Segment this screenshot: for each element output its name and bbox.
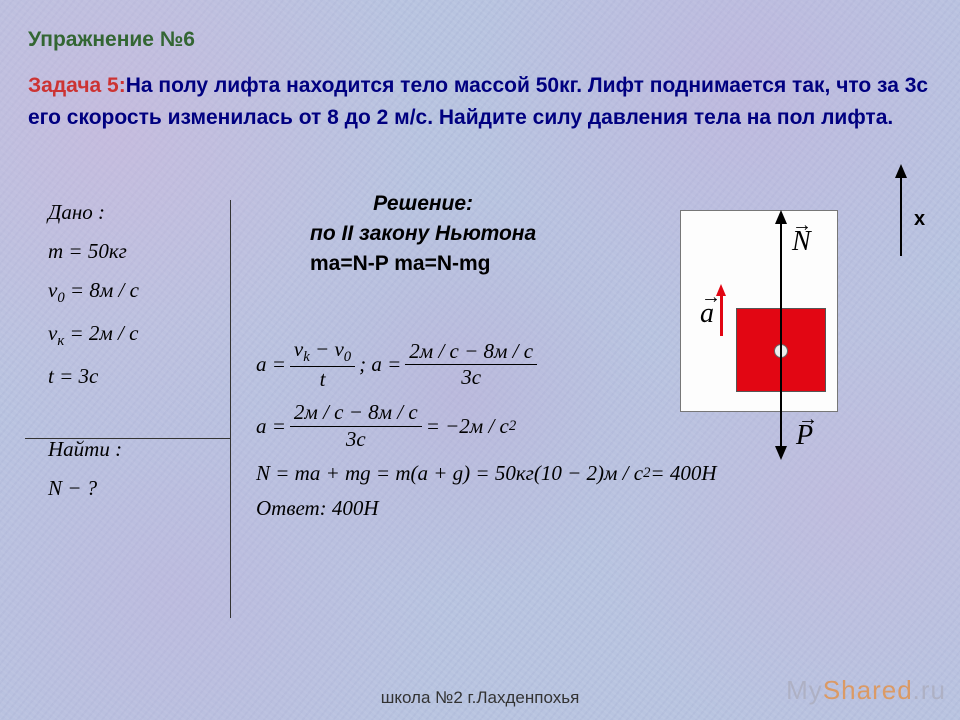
vk-sym: v	[48, 321, 57, 345]
calc-a-value: a = 2м / с − 8м / с 3с = −2м / с2	[256, 401, 717, 450]
N-vector-line	[780, 222, 782, 352]
N-line: N = ma + mg = m(a + g) = 50кг(10 − 2)м /…	[256, 461, 643, 486]
solution-equations: ma=N-P ma=N-mg	[310, 252, 536, 276]
minv0: − v	[310, 337, 344, 361]
given-vk: vк = 2м / с	[48, 321, 139, 350]
frac-a-num2: 2м / с − 8м / с 3с	[405, 340, 537, 389]
N-vector-head	[775, 210, 787, 224]
x-axis-head	[895, 164, 907, 178]
vk-val: = 2м / с	[64, 321, 138, 345]
solution-law: по II закону Ньютона	[310, 222, 536, 246]
given-t: t = 3с	[48, 364, 139, 389]
slide-content: Упражнение №6 Задача 5:На полу лифта нах…	[28, 28, 932, 133]
calc-N: N = ma + mg = m(a + g) = 50кг(10 − 2)м /…	[256, 461, 717, 486]
solution-heading: Решение:	[310, 192, 536, 216]
vknum: v	[294, 337, 303, 361]
calculation-column: a = vk − v0 t ; a = 2м / с − 8м / с 3с a…	[256, 338, 717, 531]
P-vector-line	[780, 352, 782, 448]
a-semi: ; a =	[359, 352, 401, 377]
problem-statement: Задача 5:На полу лифта находится тело ма…	[28, 70, 932, 133]
a-val-rhs: = −2м / с	[426, 414, 509, 439]
wm-post: .ru	[913, 675, 946, 705]
a-val-num: 2м / с − 8м / с	[290, 401, 422, 426]
a-val-sup: 2	[509, 418, 516, 435]
N-rhs: = 400Н	[650, 461, 716, 486]
watermark: MyShared.ru	[786, 675, 946, 706]
frac-a-def-num: vk − v0	[290, 338, 355, 367]
P-over-arrow: →	[798, 408, 818, 431]
wm-pre: My	[786, 675, 823, 705]
a-num2: 2м / с − 8м / с	[405, 340, 537, 365]
given-unknown: N − ?	[48, 476, 139, 501]
solution-heading-block: Решение: по II закону Ньютона ma=N-P ma=…	[310, 192, 536, 282]
wm-orange: Shared	[823, 675, 913, 705]
frac-a-val: 2м / с − 8м / с 3с	[290, 401, 422, 450]
v0-sym: v	[48, 278, 57, 302]
a-val-lhs: a =	[256, 414, 286, 439]
v0-sub: 0	[57, 290, 64, 306]
a-den2: 3с	[457, 365, 485, 389]
calc-answer: Ответ: 400Н	[256, 496, 717, 521]
frac-a-def: vk − v0 t	[290, 338, 355, 391]
force-diagram: N → P → a →	[660, 192, 860, 462]
given-m: m = 50кг	[48, 239, 139, 264]
v0sub: 0	[344, 349, 351, 365]
x-axis-label: x	[914, 208, 925, 231]
N-over-arrow: →	[792, 214, 812, 237]
exercise-title: Упражнение №6	[28, 28, 932, 52]
a-over-arrow: →	[701, 286, 721, 309]
a-lhs: a =	[256, 352, 286, 377]
a-val-den: 3с	[342, 427, 370, 451]
given-find: Найти :	[48, 437, 139, 462]
N-sup: 2	[643, 465, 650, 482]
P-vector-head	[775, 446, 787, 460]
vertical-divider	[230, 200, 231, 618]
given-dano: Дано :	[48, 200, 139, 225]
problem-label: Задача 5:	[28, 74, 126, 97]
given-v0: v0 = 8м / с	[48, 278, 139, 307]
v0-val: = 8м / с	[65, 278, 139, 302]
calc-a-definition: a = vk − v0 t ; a = 2м / с − 8м / с 3с	[256, 338, 717, 391]
x-axis-line	[900, 176, 902, 256]
problem-text: На полу лифта находится тело массой 50кг…	[28, 74, 928, 129]
frac-a-def-den: t	[316, 367, 330, 391]
given-column: Дано : m = 50кг v0 = 8м / с vк = 2м / с …	[48, 200, 139, 515]
